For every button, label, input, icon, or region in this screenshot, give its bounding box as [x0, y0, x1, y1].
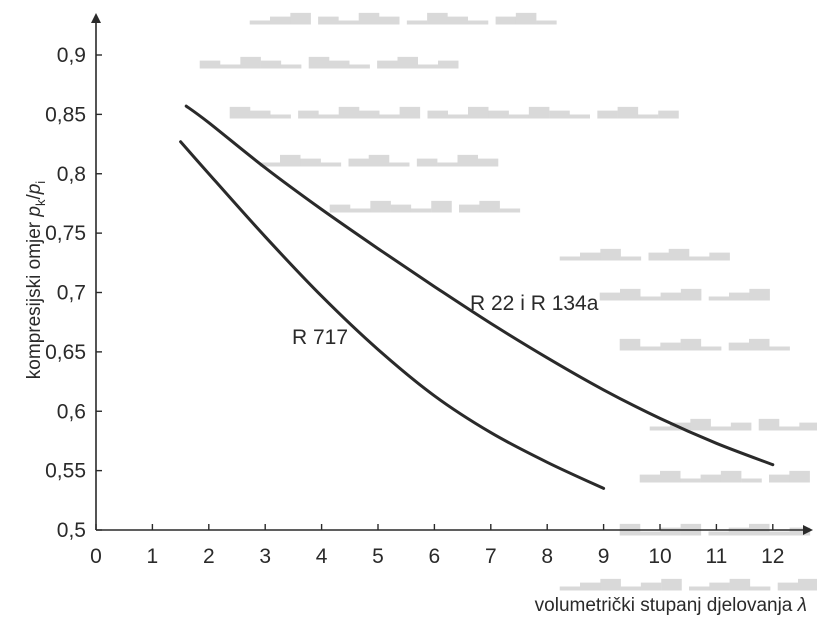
show-through-text: ▂▁▃▂▁▃ ▂▃▁ [330, 182, 521, 212]
x-tick-label: 12 [761, 545, 784, 568]
y-tick-label: 0,9 [57, 44, 86, 67]
series-lines [179, 104, 775, 490]
y-axis-label: kompresijski omjer pk/pi [24, 181, 48, 380]
y-tick-label: 0,55 [45, 460, 86, 483]
x-tick-label: 10 [648, 545, 671, 568]
x-tick-label: 6 [429, 545, 441, 568]
x-ticks: 0 1 2 3 4 5 6 7 8 9 10 11 12 [90, 524, 784, 568]
show-through-text: ▁▂▃▁ ▂▃▁▂ [560, 230, 730, 260]
x-tick-label: 7 [485, 545, 497, 568]
x-tick-label: 3 [259, 545, 271, 568]
y-tick-label: 0,7 [57, 282, 86, 305]
x-tick-label: 8 [541, 545, 553, 568]
series-label-r717: R 717 [292, 326, 348, 349]
y-tick-label: 0,65 [45, 341, 86, 364]
y-axis-label-slash: / [24, 194, 45, 200]
y-ticks: 0,5 0,55 0,6 0,65 0,7 0,75 0,8 0,85 0,9 [45, 44, 102, 542]
y-axis-label-sub2: i [33, 181, 48, 184]
y-tick-label: 0,5 [57, 519, 86, 542]
y-axis-label-sub1: k [33, 199, 48, 206]
show-through-text: ▁▂▃ ▂▁▃▂ ▁▃▂▁ ▂▃▁ [250, 0, 557, 24]
show-through-text: ▁▃▂▁ ▂▃▁ ▂▁▃▂ [260, 136, 499, 166]
series-line-r717 [179, 140, 606, 490]
y-tick-label: 0,6 [57, 400, 86, 423]
series-labels: R 22 i R 134a R 717 [292, 292, 599, 349]
show-through-text: ▂▃▁▂▃▁ ▂▃ [640, 452, 810, 482]
y-tick-label: 0,8 [57, 163, 86, 186]
x-tick-label: 1 [147, 545, 159, 568]
x-tick-label: 9 [598, 545, 610, 568]
y-axis-label-p1: p [24, 206, 45, 218]
x-tick-label: 0 [90, 545, 102, 568]
x-tick-label: 11 [705, 545, 727, 568]
y-axis-label-main: kompresijski omjer [24, 217, 45, 380]
y-tick-label: 0,75 [45, 222, 86, 245]
x-tick-label: 5 [372, 545, 384, 568]
x-tick-label: 4 [316, 545, 328, 568]
y-tick-label: 0,85 [45, 103, 86, 126]
show-through-text: ▃▂▁ ▂▁▃▂▁▃ ▂▁▃▂▁▃▂▁ ▂▃▁▂ [230, 88, 679, 118]
series-label-r22-r134a: R 22 i R 134a [470, 292, 599, 315]
x-tick-label: 2 [203, 545, 215, 568]
y-axis-label-p2: p [24, 184, 45, 196]
x-axis-label: volumetrički stupanj djelovanja λ [535, 595, 807, 616]
show-through-text: ▂▃▁▂▃ ▁▂▃ [600, 270, 770, 300]
series-line-r22-r134a [184, 104, 775, 467]
show-through-text: ▃▁▂▃▁ ▂▃▁ [620, 320, 790, 350]
x-axis-label-symbol: λ [797, 595, 807, 616]
show-through-text: ▁▂▃▁▂ ▃▁▂ [650, 400, 817, 430]
show-through-text: ▂▁▃▂▁ ▃▂▁ ▂▃▁▂ [200, 38, 459, 68]
x-axis-label-text: volumetrički stupanj djelovanja [535, 595, 798, 616]
show-through-text: ▁▂▃▁▂▃ ▁▂▃▁ ▂▃ [560, 560, 817, 590]
